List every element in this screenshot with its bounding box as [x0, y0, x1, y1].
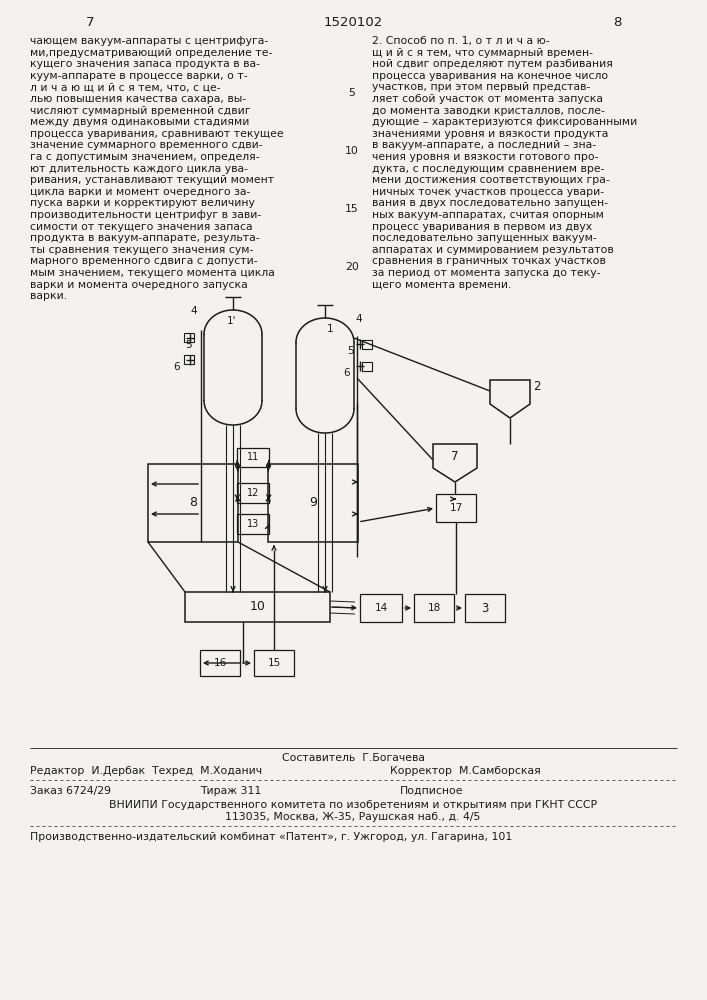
Text: кущего значения запаса продукта в ва-: кущего значения запаса продукта в ва-: [30, 59, 260, 69]
Text: 3: 3: [481, 601, 489, 614]
Text: 5: 5: [349, 88, 356, 98]
Text: за период от момента запуска до теку-: за период от момента запуска до теку-: [372, 268, 600, 278]
Text: л и ч а ю щ и й с я тем, что, с це-: л и ч а ю щ и й с я тем, что, с це-: [30, 82, 221, 92]
Bar: [185, 592, 330, 622]
Text: Производственно-издательский комбинат «Патент», г. Ужгород, ул. Гагарина, 101: Производственно-издательский комбинат «П…: [30, 832, 513, 842]
Bar: [184, 355, 194, 364]
Text: процесс уваривания в первом из двух: процесс уваривания в первом из двух: [372, 222, 592, 232]
Text: 11: 11: [247, 452, 259, 462]
Text: 12: 12: [247, 488, 259, 498]
Text: ВНИИПИ Государственного комитета по изобретениям и открытиям при ГКНТ СССР: ВНИИПИ Государственного комитета по изоб…: [109, 800, 597, 810]
Text: ляет собой участок от момента запуска: ляет собой участок от момента запуска: [372, 94, 603, 104]
Text: Тираж 311: Тираж 311: [200, 786, 262, 796]
Text: сравнения в граничных точках участков: сравнения в граничных точках участков: [372, 256, 606, 266]
Text: 15: 15: [345, 204, 359, 214]
Bar: [414, 594, 454, 622]
Text: ничных точек участков процесса увари-: ничных точек участков процесса увари-: [372, 187, 604, 197]
Text: 7: 7: [86, 16, 94, 29]
Bar: [148, 464, 238, 542]
Bar: [362, 340, 372, 349]
Text: га с допустимым значением, определя-: га с допустимым значением, определя-: [30, 152, 259, 162]
Text: куум-аппарате в процессе варки, о т-: куум-аппарате в процессе варки, о т-: [30, 71, 247, 81]
Text: ты сравнения текущего значения сум-: ты сравнения текущего значения сум-: [30, 245, 253, 255]
Bar: [268, 464, 358, 542]
Text: 10: 10: [250, 600, 265, 613]
Text: лью повышения качества сахара, вы-: лью повышения качества сахара, вы-: [30, 94, 246, 104]
Text: варки.: варки.: [30, 291, 67, 301]
Text: мым значением, текущего момента цикла: мым значением, текущего момента цикла: [30, 268, 275, 278]
Bar: [184, 333, 194, 342]
Text: значениями уровня и вязкости продукта: значениями уровня и вязкости продукта: [372, 129, 609, 139]
Text: участков, при этом первый представ-: участков, при этом первый представ-: [372, 82, 590, 92]
Text: Заказ 6724/29: Заказ 6724/29: [30, 786, 111, 796]
Text: щего момента времени.: щего момента времени.: [372, 280, 511, 290]
Text: в вакуум-аппарате, а последний – зна-: в вакуум-аппарате, а последний – зна-: [372, 140, 596, 150]
Text: между двумя одинаковыми стадиями: между двумя одинаковыми стадиями: [30, 117, 250, 127]
Bar: [237, 514, 269, 534]
Text: цикла варки и момент очередного за-: цикла варки и момент очередного за-: [30, 187, 250, 197]
Text: ми,предусматривающий определение те-: ми,предусматривающий определение те-: [30, 48, 272, 58]
Bar: [254, 650, 294, 676]
Bar: [237, 483, 269, 503]
Bar: [360, 594, 402, 622]
Text: процесса уваривания на конечное число: процесса уваривания на конечное число: [372, 71, 608, 81]
Text: 5: 5: [347, 346, 354, 356]
Text: мени достижения соответствующих гра-: мени достижения соответствующих гра-: [372, 175, 609, 185]
Text: дукта, с последующим сравнением вре-: дукта, с последующим сравнением вре-: [372, 164, 604, 174]
Text: ных вакуум-аппаратах, считая опорным: ных вакуум-аппаратах, считая опорным: [372, 210, 604, 220]
Text: варки и момента очередного запуска: варки и момента очередного запуска: [30, 280, 247, 290]
Text: 4: 4: [355, 314, 361, 324]
Text: 8: 8: [613, 16, 621, 29]
Text: 8: 8: [189, 496, 197, 510]
Text: марного временного сдвига с допусти-: марного временного сдвига с допусти-: [30, 256, 257, 266]
Text: последовательно запущенных вакуум-: последовательно запущенных вакуум-: [372, 233, 597, 243]
Text: 2: 2: [533, 380, 540, 393]
Text: вания в двух последовательно запущен-: вания в двух последовательно запущен-: [372, 198, 608, 208]
Text: 16: 16: [214, 658, 227, 668]
Text: процесса уваривания, сравнивают текущее: процесса уваривания, сравнивают текущее: [30, 129, 284, 139]
Text: ривания, устанавливают текущий момент: ривания, устанавливают текущий момент: [30, 175, 274, 185]
Bar: [465, 594, 505, 622]
Text: значение суммарного временного сдви-: значение суммарного временного сдви-: [30, 140, 262, 150]
Text: симости от текущего значения запаса: симости от текущего значения запаса: [30, 222, 252, 232]
Text: чения уровня и вязкости готового про-: чения уровня и вязкости готового про-: [372, 152, 599, 162]
Text: дующие – характеризуются фиксированными: дующие – характеризуются фиксированными: [372, 117, 637, 127]
Text: чающем вакуум-аппараты с центрифуга-: чающем вакуум-аппараты с центрифуга-: [30, 36, 268, 46]
Text: Корректор  М.Самборская: Корректор М.Самборская: [390, 766, 541, 776]
Text: 18: 18: [427, 603, 440, 613]
Text: 2. Способ по п. 1, о т л и ч а ю-: 2. Способ по п. 1, о т л и ч а ю-: [372, 36, 549, 46]
Text: 7: 7: [451, 450, 459, 464]
Text: 20: 20: [345, 262, 359, 272]
Text: производительности центрифуг в зави-: производительности центрифуг в зави-: [30, 210, 262, 220]
Text: ной сдвиг определяют путем разбивания: ной сдвиг определяют путем разбивания: [372, 59, 613, 69]
Text: до момента заводки кристаллов, после-: до момента заводки кристаллов, после-: [372, 106, 605, 116]
Bar: [362, 362, 372, 371]
Text: Подписное: Подписное: [400, 786, 464, 796]
Text: Редактор  И.Дербак  Техред  М.Ходанич: Редактор И.Дербак Техред М.Ходанич: [30, 766, 262, 776]
Bar: [237, 448, 269, 467]
Text: 4: 4: [190, 306, 197, 316]
Text: продукта в вакуум-аппарате, результа-: продукта в вакуум-аппарате, результа-: [30, 233, 259, 243]
Text: 9: 9: [309, 496, 317, 510]
Text: аппаратах и суммированием результатов: аппаратах и суммированием результатов: [372, 245, 614, 255]
Text: 1': 1': [227, 316, 237, 326]
Text: 14: 14: [375, 603, 387, 613]
Bar: [436, 494, 476, 522]
Text: 113035, Москва, Ж-35, Раушская наб., д. 4/5: 113035, Москва, Ж-35, Раушская наб., д. …: [226, 812, 481, 822]
Text: ют длительность каждого цикла ува-: ют длительность каждого цикла ува-: [30, 164, 248, 174]
Text: Составитель  Г.Богачева: Составитель Г.Богачева: [281, 753, 424, 763]
Text: 13: 13: [247, 519, 259, 529]
Text: 5: 5: [185, 340, 192, 350]
Bar: [200, 650, 240, 676]
Text: 17: 17: [450, 503, 462, 513]
Text: 1: 1: [327, 324, 334, 334]
Text: 15: 15: [267, 658, 281, 668]
Text: 6: 6: [343, 368, 350, 378]
Text: пуска варки и корректируют величину: пуска варки и корректируют величину: [30, 198, 255, 208]
Text: 6: 6: [173, 362, 180, 372]
Text: 1520102: 1520102: [323, 16, 382, 29]
Text: числяют суммарный временной сдвиг: числяют суммарный временной сдвиг: [30, 106, 250, 116]
Text: щ и й с я тем, что суммарный времен-: щ и й с я тем, что суммарный времен-: [372, 48, 593, 58]
Text: 10: 10: [345, 146, 359, 156]
